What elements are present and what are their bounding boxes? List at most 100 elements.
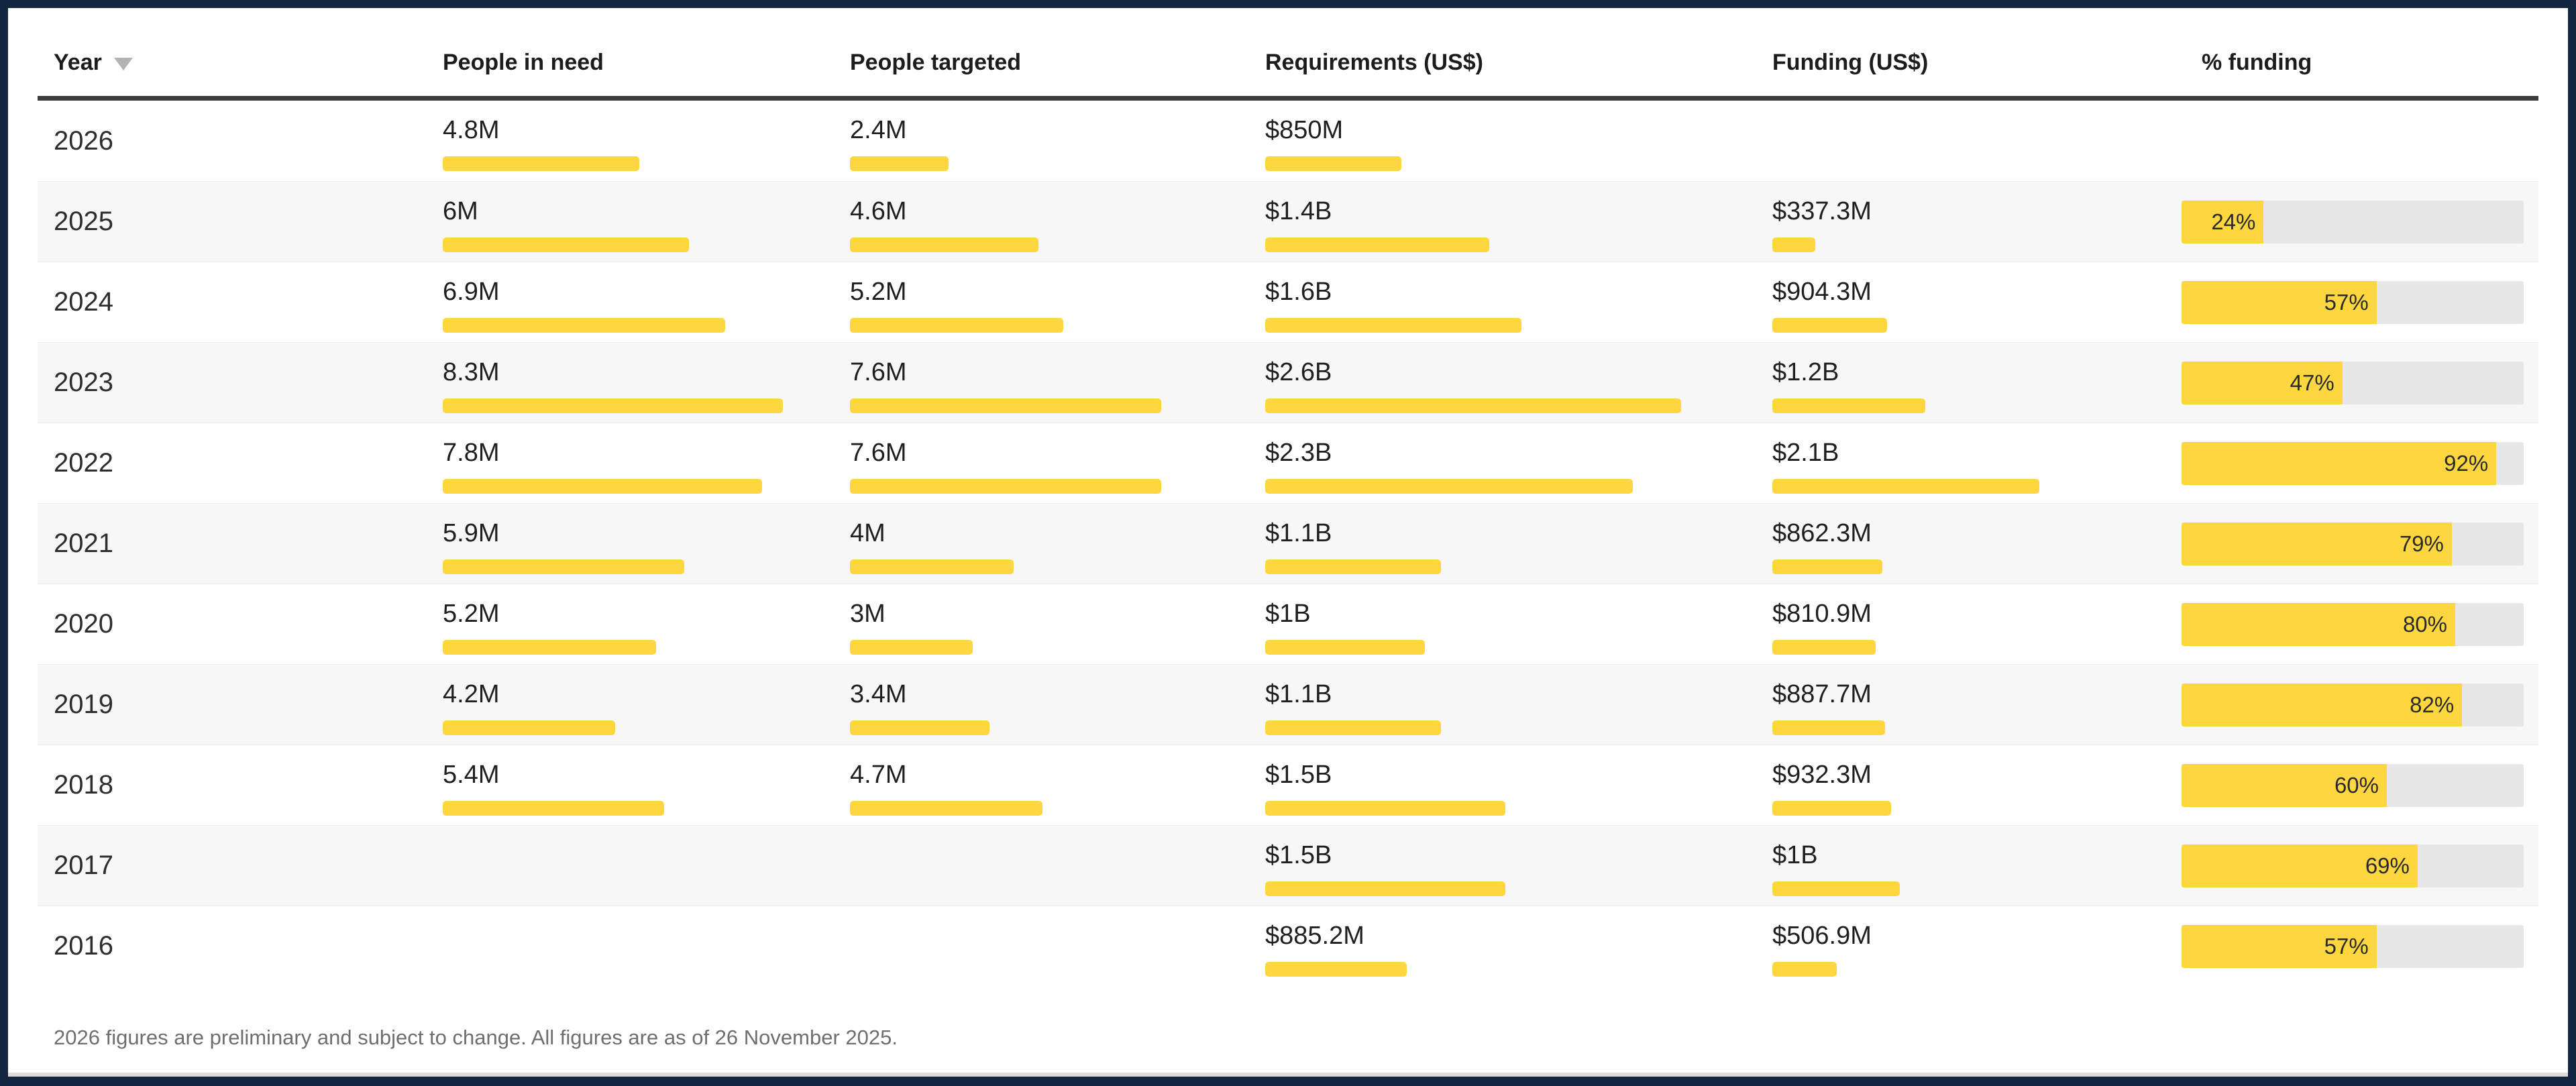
funding-bar: [1772, 398, 1925, 413]
people-targeted-cell: [850, 906, 1265, 986]
people-in-need-value: 4.8M: [443, 116, 500, 144]
pct-funding-cell: 57%: [2182, 906, 2524, 986]
year-cell: 2021: [54, 529, 113, 558]
funding-cell: $1.2B: [1772, 343, 2182, 423]
year-cell: 2017: [54, 851, 113, 880]
pct-funding-fill: 69%: [2182, 844, 2418, 887]
pct-funding-cell: 47%: [2182, 343, 2524, 423]
column-header-funding[interactable]: Funding (US$): [1772, 50, 1929, 75]
table-row: 2023 8.3M 7.6M $2.6B $1.2B 47%: [38, 342, 2538, 423]
column-header-pct-funding[interactable]: % funding: [2202, 50, 2312, 75]
requirements-value: $1.5B: [1265, 840, 1332, 869]
people-in-need-bar: [443, 720, 615, 735]
funding-value: $887.7M: [1772, 680, 1872, 708]
pct-funding-track: 82%: [2182, 683, 2524, 726]
people-targeted-value: 5.2M: [850, 277, 907, 306]
table-row: 2025 6M 4.6M $1.4B $337.3M 24%: [38, 181, 2538, 262]
requirements-value: $2.3B: [1265, 438, 1332, 467]
funding-bar: [1772, 800, 1891, 816]
requirements-bar: [1265, 639, 1425, 655]
people-in-need-value: 8.3M: [443, 358, 500, 386]
people-in-need-cell: 7.8M: [443, 423, 850, 503]
people-targeted-cell: 4.7M: [850, 745, 1265, 825]
pct-funding-track: 60%: [2182, 763, 2524, 807]
pct-funding-fill: 57%: [2182, 280, 2377, 324]
funding-bar: [1772, 720, 1885, 735]
requirements-cell: $2.3B: [1265, 423, 1772, 503]
people-targeted-value: 4.6M: [850, 197, 907, 225]
table-body: 2026 4.8M 2.4M $850M 2025 6M: [38, 101, 2538, 986]
requirements-bar: [1265, 317, 1521, 333]
people-in-need-value: 7.8M: [443, 438, 500, 467]
people-in-need-cell: 5.2M: [443, 584, 850, 664]
funding-cell: $932.3M: [1772, 745, 2182, 825]
year-cell: 2018: [54, 770, 113, 800]
people-in-need-cell: 6M: [443, 182, 850, 262]
pct-funding-label: 79%: [2399, 531, 2444, 556]
people-targeted-bar: [850, 800, 1042, 816]
pct-funding-cell: 60%: [2182, 745, 2524, 825]
people-in-need-bar: [443, 559, 684, 574]
people-in-need-bar: [443, 800, 664, 816]
pct-funding-fill: 80%: [2182, 602, 2455, 646]
requirements-cell: $2.6B: [1265, 343, 1772, 423]
funding-bar: [1772, 881, 1900, 896]
year-cell: 2022: [54, 448, 113, 478]
pct-funding-track: 92%: [2182, 441, 2524, 485]
column-header-people-targeted[interactable]: People targeted: [850, 50, 1022, 75]
column-header-people-in-need[interactable]: People in need: [443, 50, 604, 75]
pct-funding-label: 60%: [2334, 772, 2379, 798]
requirements-value: $1.1B: [1265, 519, 1332, 547]
table-row: 2026 4.8M 2.4M $850M: [38, 101, 2538, 181]
requirements-value: $1.1B: [1265, 680, 1332, 708]
requirements-value: $2.6B: [1265, 358, 1332, 386]
requirements-bar: [1265, 800, 1505, 816]
pct-funding-cell: 80%: [2182, 584, 2524, 664]
funding-cell: [1772, 101, 2182, 181]
people-targeted-value: 7.6M: [850, 438, 907, 467]
funding-cell: $1B: [1772, 826, 2182, 906]
requirements-bar: [1265, 720, 1441, 735]
people-targeted-value: 3.4M: [850, 680, 907, 708]
people-targeted-cell: 3.4M: [850, 665, 1265, 745]
column-header-requirements[interactable]: Requirements (US$): [1265, 50, 1483, 75]
requirements-bar: [1265, 156, 1401, 171]
requirements-value: $1.6B: [1265, 277, 1332, 306]
pct-funding-track: 24%: [2182, 200, 2524, 243]
table-row: 2020 5.2M 3M $1B $810.9M 80%: [38, 584, 2538, 664]
requirements-bar: [1265, 478, 1633, 494]
year-cell: 2025: [54, 207, 113, 236]
people-in-need-value: 5.4M: [443, 760, 500, 789]
people-in-need-bar: [443, 478, 762, 494]
sort-desc-icon[interactable]: [113, 58, 133, 70]
pct-funding-cell: 79%: [2182, 504, 2524, 584]
pct-funding-label: 57%: [2324, 933, 2369, 959]
year-cell: 2023: [54, 368, 113, 397]
column-header-year[interactable]: Year: [54, 50, 443, 96]
pct-funding-track: 57%: [2182, 280, 2524, 324]
table-row: 2017 $1.5B $1B 69%: [38, 825, 2538, 906]
funding-bar: [1772, 237, 1815, 252]
requirements-bar: [1265, 961, 1407, 977]
pct-funding-fill: 92%: [2182, 441, 2497, 485]
pct-funding-cell: [2182, 101, 2524, 181]
people-in-need-value: 4.2M: [443, 680, 500, 708]
people-targeted-cell: 2.4M: [850, 101, 1265, 181]
pct-funding-label: 24%: [2211, 209, 2256, 234]
requirements-cell: $885.2M: [1265, 906, 1772, 986]
requirements-bar: [1265, 881, 1505, 896]
pct-funding-label: 82%: [2410, 692, 2455, 717]
requirements-cell: $1.5B: [1265, 826, 1772, 906]
people-in-need-cell: 4.2M: [443, 665, 850, 745]
people-in-need-cell: 5.9M: [443, 504, 850, 584]
funding-bar: [1772, 961, 1837, 977]
people-targeted-bar: [850, 237, 1038, 252]
people-in-need-bar: [443, 398, 783, 413]
requirements-cell: $1.6B: [1265, 262, 1772, 342]
requirements-value: $850M: [1265, 116, 1344, 144]
people-targeted-bar: [850, 398, 1161, 413]
funding-cell: $887.7M: [1772, 665, 2182, 745]
year-cell: 2026: [54, 125, 113, 156]
pct-funding-fill: 79%: [2182, 522, 2452, 565]
people-in-need-value: 5.2M: [443, 599, 500, 628]
